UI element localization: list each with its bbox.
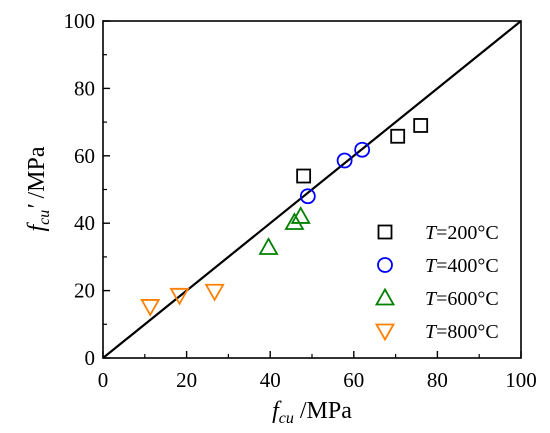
x-tick-label-2: 40 bbox=[260, 368, 281, 392]
legend-value: =200°C bbox=[436, 222, 499, 244]
legend-value: =800°C bbox=[436, 321, 499, 343]
legend-var: T bbox=[425, 222, 438, 244]
y-axis-symbol: f bbox=[24, 222, 50, 232]
legend-var: T bbox=[425, 255, 438, 277]
x-tick-label-1: 20 bbox=[176, 368, 197, 392]
legend-marker-3 bbox=[374, 323, 396, 342]
legend-label-2: T=600°C bbox=[425, 288, 499, 310]
chart-marks: 0 20 40 60 80 100020406080100T=200°CT=400°CT=… bbox=[64, 9, 537, 392]
legend-value: =400°C bbox=[436, 255, 499, 277]
x-tick-label-5: 100 bbox=[505, 368, 537, 392]
point-triangle-down-2 bbox=[204, 283, 225, 302]
reference-line bbox=[102, 20, 522, 359]
legend-var: T bbox=[425, 321, 438, 343]
y-axis-subscript: cu bbox=[36, 210, 53, 225]
y-tick-label-4: 80 bbox=[74, 76, 95, 100]
y-tick-label-0: 0 bbox=[85, 346, 96, 370]
y-tick-label-3: 60 bbox=[74, 144, 95, 168]
point-square-2 bbox=[413, 118, 429, 133]
point-circle-0 bbox=[299, 188, 316, 205]
point-circle-1 bbox=[336, 152, 353, 169]
point-square-0 bbox=[296, 168, 312, 184]
x-axis-unit: /MPa bbox=[294, 398, 352, 424]
legend-marker-0 bbox=[377, 224, 393, 240]
point-triangle-up-0 bbox=[258, 237, 279, 255]
legend-value: =600°C bbox=[436, 288, 499, 310]
y-tick-label-2: 40 bbox=[74, 211, 95, 235]
x-tick-label-4: 80 bbox=[427, 368, 448, 392]
x-axis-subscript: cu bbox=[279, 410, 294, 427]
x-axis-symbol: f bbox=[272, 398, 282, 424]
point-triangle-down-1 bbox=[169, 287, 190, 306]
legend-label-1: T=400°C bbox=[425, 255, 499, 277]
y-axis-prime: ′ bbox=[24, 204, 50, 210]
x-tick-label-3: 60 bbox=[343, 368, 364, 392]
point-square-1 bbox=[390, 128, 406, 144]
point-triangle-up-2 bbox=[290, 206, 311, 224]
y-tick-label-1: 20 bbox=[74, 279, 95, 303]
y-axis-label: fcu′ /MPa bbox=[24, 146, 53, 231]
x-axis-label: fcu /MPa bbox=[272, 398, 352, 427]
point-triangle-up-1 bbox=[284, 212, 305, 230]
y-tick-label-5: 100 bbox=[64, 9, 96, 33]
legend-marker-2 bbox=[374, 287, 396, 306]
point-circle-2 bbox=[354, 141, 371, 158]
legend-label-3: T=800°C bbox=[425, 321, 499, 343]
point-triangle-down-0 bbox=[140, 299, 161, 317]
x-tick-label-0: 0 bbox=[98, 368, 109, 392]
legend-marker-1 bbox=[377, 257, 393, 273]
y-axis-unit: /MPa bbox=[24, 146, 50, 204]
legend-var: T bbox=[425, 288, 438, 310]
legend-label-0: T=200°C bbox=[425, 222, 499, 244]
